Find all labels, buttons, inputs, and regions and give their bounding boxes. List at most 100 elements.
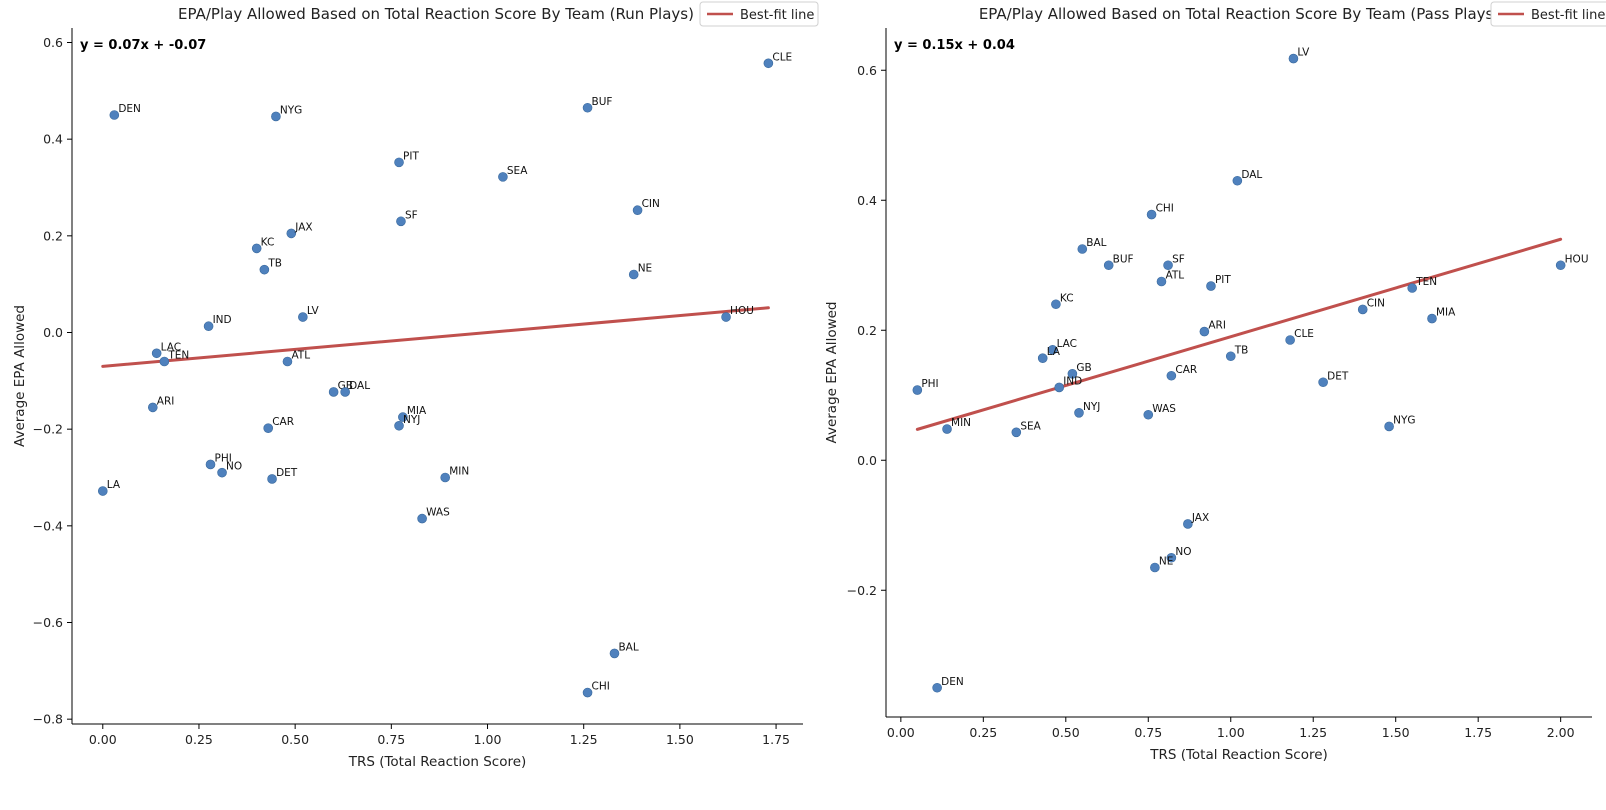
data-point-gb [328, 387, 339, 397]
x-tick-label: 1.00 [474, 732, 502, 747]
data-point-den [932, 682, 942, 693]
point-label-pit: PIT [403, 150, 419, 162]
data-point-buf [582, 102, 593, 113]
x-tick-label: 1.50 [666, 732, 694, 747]
data-point-buf [1103, 260, 1114, 271]
data-point-det [1318, 377, 1328, 388]
point-label-ne: NE [638, 263, 653, 275]
data-point-no [1166, 552, 1177, 563]
y-tick-label: 0.2 [857, 323, 877, 338]
best-fit-line [101, 306, 770, 368]
point-label-ten: TEN [1415, 276, 1437, 288]
y-tick-label: 0.6 [857, 63, 877, 78]
point-label-chi: CHI [1156, 203, 1174, 215]
data-point-lv [298, 312, 308, 322]
x-tick-label: 0.00 [887, 725, 915, 740]
x-tick-label: 2.00 [1547, 725, 1575, 740]
point-label-tb: TB [267, 258, 282, 270]
point-label-phi: PHI [215, 452, 232, 464]
data-point-car [263, 423, 274, 434]
point-label-bal: BAL [1086, 237, 1106, 249]
point-label-no: NO [1175, 546, 1191, 558]
y-tick-label: 0.6 [43, 35, 63, 50]
y-axis-label: Average EPA Allowed [824, 302, 840, 444]
point-label-jax: JAX [294, 221, 312, 233]
point-label-dal: DAL [1241, 169, 1262, 181]
data-point-pit [1206, 281, 1216, 291]
data-point-kc [1051, 299, 1061, 310]
point-label-sf: SF [1172, 253, 1185, 265]
x-tick-label: 0.25 [969, 725, 997, 740]
point-label-sea: SEA [1020, 420, 1041, 432]
data-point-kc [251, 243, 262, 254]
x-tick-label: 1.75 [762, 732, 790, 747]
data-point-cin [1357, 304, 1368, 315]
x-tick-label: 1.25 [1299, 725, 1327, 740]
y-tick-label: 0.0 [43, 325, 63, 340]
data-point-cin [632, 205, 643, 216]
y-tick-label: 0.4 [857, 193, 877, 208]
chart-title: EPA/Play Allowed Based on Total Reaction… [178, 5, 694, 23]
point-label-was: WAS [1152, 403, 1176, 415]
data-point-tb [1225, 351, 1236, 362]
data-point-mia [1427, 313, 1437, 324]
point-label-lac: LAC [1057, 338, 1077, 350]
data-point-nyj [394, 420, 404, 431]
chart-pass-plays: EPA/Play Allowed Based on Total Reaction… [824, 1, 1606, 763]
point-label-atl: ATL [291, 350, 310, 362]
point-label-buf: BUF [1113, 253, 1134, 265]
data-point-chi [582, 687, 593, 698]
data-point-hou [1555, 260, 1566, 271]
point-label-nyg: NYG [1393, 414, 1415, 426]
point-label-bal: BAL [618, 641, 638, 653]
data-point-ten [159, 356, 170, 367]
x-tick-label: 0.75 [1134, 725, 1162, 740]
legend-label: Best-fit line [740, 8, 814, 23]
x-tick-label: 1.50 [1382, 725, 1410, 740]
x-tick-label: 1.75 [1464, 725, 1492, 740]
data-point-sf [1163, 260, 1173, 271]
data-point-dal [1232, 175, 1243, 186]
y-tick-label: 0.2 [43, 228, 63, 243]
data-point-phi [912, 385, 923, 395]
point-label-gb: GB [1076, 362, 1091, 374]
point-label-den: DEN [118, 103, 141, 115]
data-point-mia [398, 412, 408, 422]
x-tick-label: 0.25 [185, 732, 213, 747]
y-tick-label: 0.4 [43, 132, 63, 147]
point-label-la: LA [1047, 346, 1061, 358]
data-point-lac [151, 348, 162, 359]
y-tick-label: −0.4 [33, 518, 63, 533]
data-point-chi [1146, 209, 1157, 220]
data-point-no [217, 467, 227, 478]
point-label-nyg: NYG [280, 104, 302, 116]
data-point-min [942, 424, 952, 434]
fit-equation: y = 0.07x + -0.07 [80, 38, 206, 53]
y-tick-label: −0.2 [847, 583, 877, 598]
point-label-tb: TB [1234, 344, 1249, 356]
data-point-was [417, 513, 427, 524]
point-label-car: CAR [1175, 364, 1197, 376]
point-label-cin: CIN [642, 198, 660, 210]
point-label-ari: ARI [157, 395, 175, 407]
data-point-jax [286, 228, 297, 239]
data-point-lac [1047, 344, 1058, 355]
data-point-ari [1199, 326, 1210, 337]
data-point-nyg [271, 111, 281, 122]
point-label-jax: JAX [1191, 512, 1209, 524]
x-tick-label: 0.75 [377, 732, 405, 747]
data-point-gb [1067, 368, 1078, 379]
legend: Best-fit line [699, 1, 819, 27]
point-label-nyj: NYJ [1083, 401, 1100, 413]
fit-equation: y = 0.15x + 0.04 [894, 38, 1015, 53]
point-label-sea: SEA [507, 165, 528, 177]
y-tick-label: −0.2 [33, 422, 63, 437]
point-label-lv: LV [307, 305, 320, 317]
data-point-car [1166, 370, 1177, 381]
point-label-mia: MIA [1436, 307, 1456, 319]
x-tick-label: 0.50 [281, 732, 309, 747]
chart-title: EPA/Play Allowed Based on Total Reaction… [979, 5, 1499, 23]
point-label-den: DEN [941, 676, 964, 688]
x-tick-label: 1.25 [570, 732, 598, 747]
